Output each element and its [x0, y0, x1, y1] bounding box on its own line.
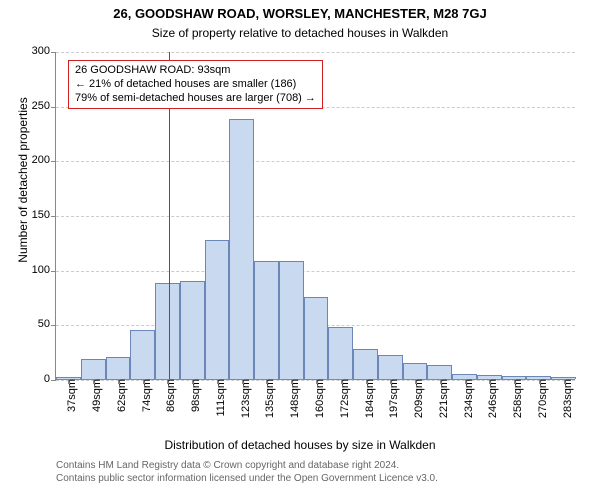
y-axis-label: Number of detached properties — [16, 60, 30, 300]
y-tick-label: 50 — [38, 318, 56, 330]
x-tick-label: 184sqm — [362, 379, 376, 418]
histogram-bar — [180, 281, 205, 379]
y-tick-label: 300 — [32, 45, 56, 57]
x-tick-label: 37sqm — [64, 379, 78, 412]
histogram-bar — [229, 119, 254, 379]
histogram-bar — [254, 261, 279, 379]
y-tick-label: 150 — [32, 209, 56, 221]
info-box-line2: ← 21% of detached houses are smaller (18… — [75, 78, 316, 92]
footer-line2: Contains public sector information licen… — [56, 473, 438, 486]
y-tick-label: 100 — [32, 264, 56, 276]
x-tick-label: 258sqm — [510, 379, 524, 418]
histogram-bar — [205, 240, 230, 379]
x-tick-label: 98sqm — [188, 379, 202, 412]
x-tick-label: 86sqm — [163, 379, 177, 412]
histogram-bar — [279, 261, 304, 379]
x-tick-label: 283sqm — [560, 379, 574, 418]
info-box: 26 GOODSHAW ROAD: 93sqm ← 21% of detache… — [68, 60, 323, 109]
y-tick-label: 250 — [32, 100, 56, 112]
footer: Contains HM Land Registry data © Crown c… — [56, 460, 438, 485]
histogram-bar — [155, 283, 180, 379]
grid-line — [56, 271, 575, 272]
x-tick-label: 270sqm — [535, 379, 549, 418]
histogram-bar — [130, 330, 155, 379]
y-tick-label: 0 — [44, 373, 56, 385]
info-box-line3: 79% of semi-detached houses are larger (… — [75, 92, 316, 106]
histogram-bar — [403, 363, 428, 379]
grid-line — [56, 161, 575, 162]
x-tick-label: 135sqm — [262, 379, 276, 418]
histogram-bar — [106, 357, 131, 379]
chart-title-sub: Size of property relative to detached ho… — [0, 26, 600, 40]
chart-container: 26, GOODSHAW ROAD, WORSLEY, MANCHESTER, … — [0, 0, 600, 500]
histogram-bar — [427, 365, 452, 379]
histogram-bar — [304, 297, 329, 379]
chart-title-main: 26, GOODSHAW ROAD, WORSLEY, MANCHESTER, … — [0, 6, 600, 21]
x-axis-label: Distribution of detached houses by size … — [0, 438, 600, 452]
x-tick-label: 74sqm — [139, 379, 153, 412]
x-tick-label: 234sqm — [461, 379, 475, 418]
y-tick-label: 200 — [32, 154, 56, 166]
x-tick-label: 246sqm — [485, 379, 499, 418]
x-tick-label: 111sqm — [213, 379, 227, 417]
x-tick-label: 49sqm — [89, 379, 103, 412]
x-tick-label: 197sqm — [386, 379, 400, 418]
x-tick-label: 148sqm — [287, 379, 301, 418]
histogram-bar — [353, 349, 378, 379]
x-tick-label: 209sqm — [411, 379, 425, 418]
x-tick-label: 160sqm — [312, 379, 326, 418]
x-tick-label: 221sqm — [436, 379, 450, 418]
footer-line1: Contains HM Land Registry data © Crown c… — [56, 460, 438, 473]
grid-line — [56, 52, 575, 53]
histogram-bar — [378, 355, 403, 379]
grid-line — [56, 216, 575, 217]
histogram-bar — [328, 327, 353, 379]
info-box-line1: 26 GOODSHAW ROAD: 93sqm — [75, 64, 316, 78]
x-tick-label: 123sqm — [238, 379, 252, 418]
histogram-bar — [81, 359, 106, 379]
x-tick-label: 62sqm — [114, 379, 128, 412]
x-tick-label: 172sqm — [337, 379, 351, 418]
